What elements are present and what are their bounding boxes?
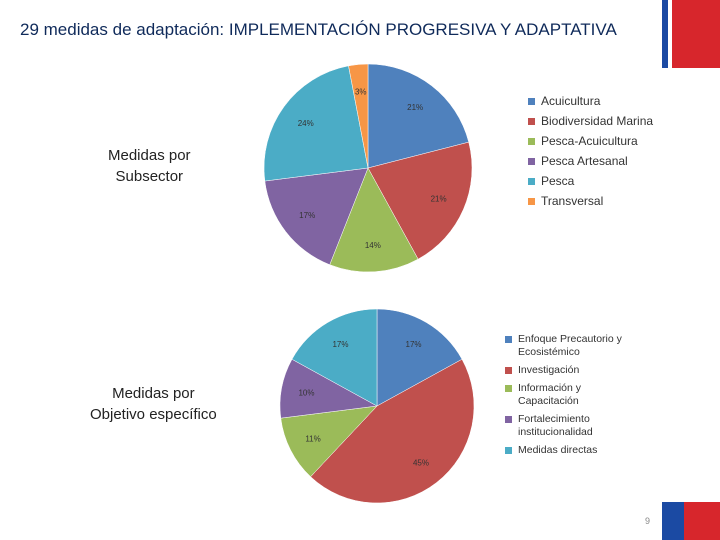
subsector-legend-label: Pesca Artesanal: [541, 154, 628, 168]
subsector-legend-label: Pesca-Acuicultura: [541, 134, 638, 148]
subsector-slice-biodiversidad-marina: [367, 141, 473, 260]
subsector-legend-item-pesca-artesanal: Pesca Artesanal: [528, 154, 678, 168]
flag-decoration-bottom: [662, 502, 720, 540]
objetivo-legend-swatch: [505, 336, 512, 343]
subsector-label: Medidas por Subsector: [108, 145, 191, 187]
subsector-label-biodiversidad-marina: 21%: [431, 195, 447, 204]
objetivo-label-informacion-y-capacitacion: 11%: [305, 435, 320, 444]
subsector-legend-swatch: [528, 98, 535, 105]
objetivo-slice-medidas-directas: [291, 308, 378, 407]
objetivo-legend-label: Investigación: [518, 364, 580, 376]
pie-chart-subsector-svg: 21% 21% 14% 17% 24% 3%: [263, 63, 473, 273]
objetivo-legend-item-enfoque-precautorio-y-ecosistemico: Enfoque Precautorio y Ecosistémico: [505, 333, 640, 359]
subsector-legend-swatch: [528, 158, 535, 165]
pie-chart-subsector: 21% 21% 14% 17% 24% 3%: [250, 60, 490, 280]
subsector-label-pesca: 24%: [298, 119, 314, 128]
objetivo-legend-item-investigacion: Investigación: [505, 364, 640, 377]
subsector-legend-item-acuicultura: Acuicultura: [528, 94, 678, 108]
page-number: 9: [644, 516, 650, 526]
pie-chart-objetivo-svg: 17% 45% 11% 10% 17%: [279, 308, 475, 504]
subsector-label-acuicultura: 21%: [407, 103, 423, 112]
objetivo-slice-informacion-y-capacitacion: [280, 405, 378, 478]
objetivo-legend-swatch: [505, 447, 512, 454]
subsector-label-line2: Subsector: [115, 168, 184, 185]
objetivo-legend-label: Fortalecimiento institucionalidad: [518, 413, 593, 438]
flag-decoration-top: [662, 0, 720, 68]
subsector-legend-item-biodiversidad-marina: Biodiversidad Marina: [528, 114, 678, 128]
legend-subsector: Acuicultura Biodiversidad Marina Pesca-Acu…: [528, 94, 678, 214]
objetivo-slice-investigacion: [310, 358, 475, 504]
subsector-legend-swatch: [528, 198, 535, 205]
subsector-legend-item-pesca-acuicultura: Pesca-Acuicultura: [528, 134, 678, 148]
subsector-slice-pesca: [263, 65, 369, 182]
objetivo-legend-swatch: [505, 367, 512, 374]
subsector-slice-pesca-artesanal: [264, 167, 369, 266]
objetivo-label-line1: Medidas por: [112, 385, 195, 402]
subsector-legend-item-transversal: Transversal: [528, 194, 678, 208]
subsector-legend-label: Pesca: [541, 174, 575, 188]
legend-objetivo: Enfoque Precautorio y Ecosistémico Invest…: [505, 333, 640, 462]
objetivo-legend-swatch: [505, 385, 512, 392]
subsector-legend-label: Biodiversidad Marina: [541, 114, 654, 128]
objetivo-label-fortalecimiento-institucionalidad: 10%: [298, 389, 314, 398]
subsector-legend-swatch: [528, 118, 535, 125]
subsector-legend-swatch: [528, 138, 535, 145]
subsector-legend-item-pesca: Pesca: [528, 174, 678, 188]
objetivo-label-enfoque-precautorio-y-ecosistemico: 17%: [406, 340, 422, 349]
objetivo-legend-label: Enfoque Precautorio y Ecosistémico: [518, 333, 622, 358]
subsector-label-pesca-acuicultura: 14%: [365, 241, 381, 250]
objetivo-label-line2: Objetivo específico: [90, 406, 217, 423]
objetivo-legend-item-medidas-directas: Medidas directas: [505, 444, 640, 457]
objetivo-label-medidas-directas: 17%: [332, 340, 348, 349]
subsector-legend-label: Transversal: [541, 194, 604, 208]
subsector-legend-label: Acuicultura: [541, 94, 601, 108]
subsector-label-line1: Medidas por: [108, 147, 191, 164]
pie-chart-objetivo: 17% 45% 11% 10% 17%: [262, 300, 502, 520]
objetivo-legend-label: Medidas directas: [518, 444, 598, 456]
objetivo-label: Medidas por Objetivo específico: [90, 383, 217, 425]
subsector-label-transversal: 3%: [355, 87, 367, 96]
subsector-label-pesca-artesanal: 17%: [299, 211, 315, 220]
subsector-legend-swatch: [528, 178, 535, 185]
objetivo-legend-item-fortalecimiento-institucionalidad: Fortalecimiento institucionalidad: [505, 413, 640, 439]
page-title: 29 medidas de adaptación: IMPLEMENTACIÓN…: [20, 20, 617, 39]
subsector-slice-acuicultura: [367, 63, 470, 169]
objetivo-legend-item-informacion-y-capacitacion: Información y Capacitación: [505, 382, 640, 408]
objetivo-legend-label: Información y Capacitación: [518, 382, 582, 407]
subsector-slice-transversal: [348, 63, 369, 169]
objetivo-legend-swatch: [505, 416, 512, 423]
objetivo-slice-enfoque-precautorio-y-ecosistemico: [376, 308, 463, 407]
objetivo-label-investigacion: 45%: [413, 459, 429, 468]
subsector-slice-pesca-acuicultura: [329, 167, 419, 273]
